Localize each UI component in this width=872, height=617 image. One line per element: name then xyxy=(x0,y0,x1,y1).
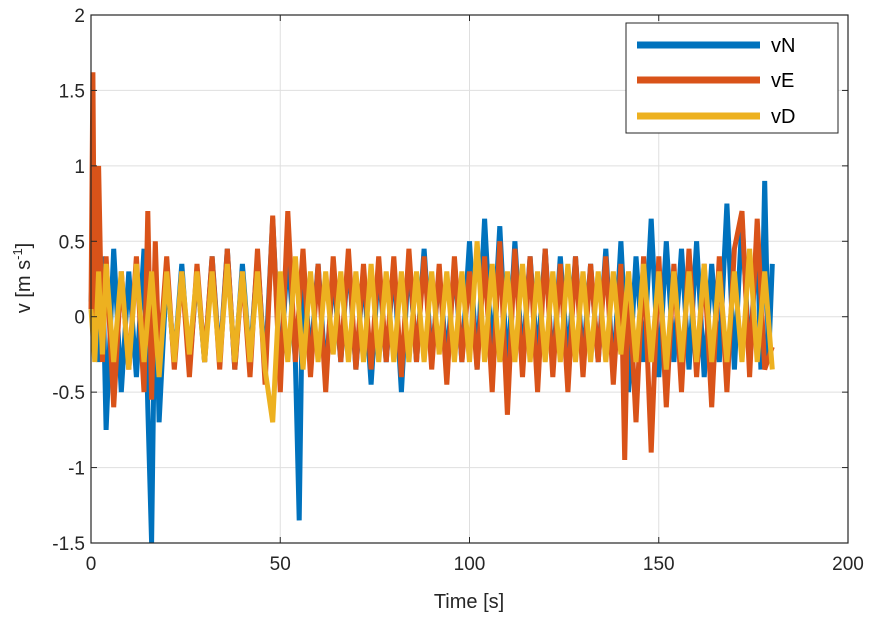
series-line-vd xyxy=(88,241,775,423)
x-tick-label: 100 xyxy=(454,554,486,575)
axes: 0 50 100 150 200 -1.5 -1 -0.5 0 0.5 1 1.5 2 xyxy=(52,6,864,575)
y-tick-label: 0 xyxy=(74,308,85,329)
y-tick-label: 0.5 xyxy=(59,232,85,253)
legend-label-ve: vE xyxy=(771,70,794,92)
y-tick-label: 1.5 xyxy=(59,81,85,102)
y-axis-label-suffix: ] xyxy=(13,243,35,249)
legend-label-vd: vD xyxy=(771,106,795,128)
y-tick-label: -0.5 xyxy=(52,383,85,404)
y-tick-label: 1 xyxy=(74,157,85,178)
x-axis-label: Time [s] xyxy=(434,591,504,613)
x-tick-label: 150 xyxy=(643,554,675,575)
y-axis-label-prefix: v [m s xyxy=(13,260,35,313)
x-tick-label: 0 xyxy=(86,554,97,575)
y-tick-label: -1 xyxy=(68,459,85,480)
x-tick-label: 200 xyxy=(832,554,864,575)
y-axis-label: v [m s-1] xyxy=(10,243,35,313)
x-tick-label: 50 xyxy=(270,554,291,575)
y-axis-label-exponent: -1 xyxy=(10,248,25,260)
series-line-ve xyxy=(88,72,775,461)
y-tick-label: 2 xyxy=(74,6,85,27)
legend: vN vE vD xyxy=(625,22,839,134)
y-tick-label: -1.5 xyxy=(52,534,85,555)
legend-label-vn: vN xyxy=(771,35,795,57)
